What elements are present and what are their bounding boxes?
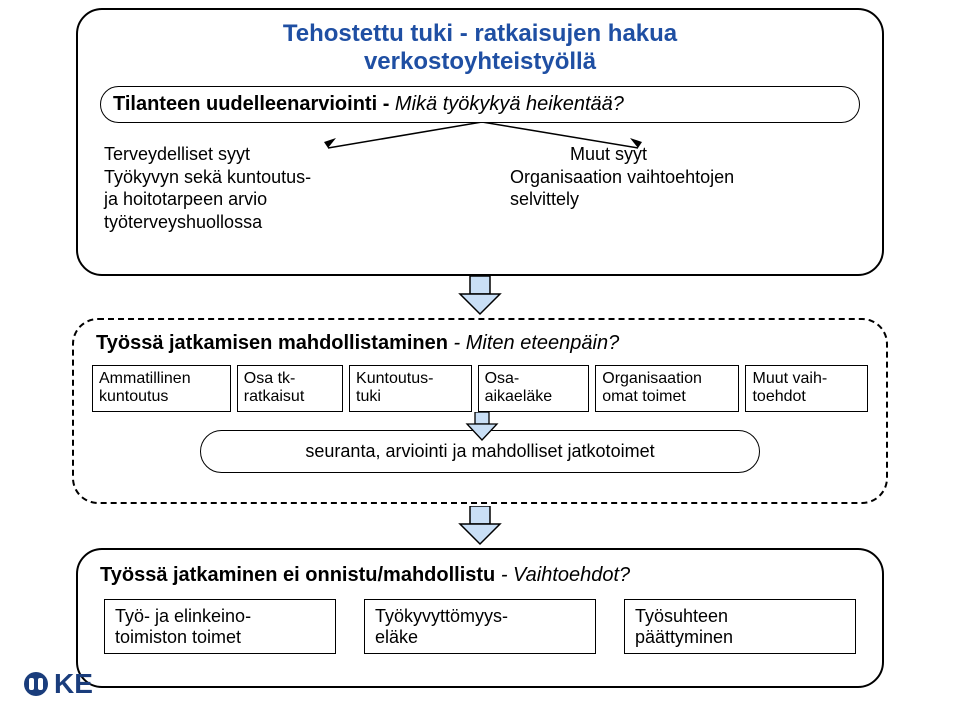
opt-osa-tk-ratkaisut: Osa tk- ratkaisut bbox=[237, 365, 343, 412]
opt-text: omat toimet bbox=[602, 388, 732, 406]
panel2-heading-bold: Työssä jatkamisen mahdollistaminen bbox=[96, 332, 448, 354]
logo-text: KE bbox=[54, 668, 93, 700]
alt-tyokyvyttomyyselake: Työkyvyttömyys- eläke bbox=[364, 599, 596, 654]
opt-text: Organisaation bbox=[602, 370, 732, 388]
arrow-down-small bbox=[462, 412, 502, 442]
opt-text: eläke bbox=[375, 627, 585, 648]
panel1-left-l2: Työkyvyn sekä kuntoutus- bbox=[104, 166, 450, 189]
opt-text: toimiston toimet bbox=[115, 627, 325, 648]
panel2-heading: Työssä jatkamisen mahdollistaminen - Mit… bbox=[74, 332, 886, 365]
panel1-subtitle-italic: Mikä työkykyä heikentää? bbox=[395, 93, 624, 115]
branch-lines bbox=[78, 122, 886, 154]
panel-alternatives: Työssä jatkaminen ei onnistu/mahdollistu… bbox=[76, 548, 884, 688]
panel1-right-l3: selvittely bbox=[510, 188, 856, 211]
panel3-options-row: Työ- ja elinkeino- toimiston toimet Työk… bbox=[78, 599, 882, 654]
panel2-options-row: Ammatillinen kuntoutus Osa tk- ratkaisut… bbox=[74, 365, 886, 412]
panel1-right-col: Muut syyt Organisaation vaihtoehtojen se… bbox=[450, 143, 856, 233]
opt-text: Ammatillinen bbox=[99, 370, 224, 388]
opt-organisaation-toimet: Organisaation omat toimet bbox=[595, 365, 739, 412]
panel1-left-col: Terveydelliset syyt Työkyvyn sekä kuntou… bbox=[104, 143, 450, 233]
arrow-down-1 bbox=[454, 276, 506, 316]
panel-intensified-support: Tehostettu tuki - ratkaisujen hakua verk… bbox=[76, 8, 884, 276]
opt-text: ratkaisut bbox=[244, 388, 336, 406]
opt-kuntoutustuki: Kuntoutus- tuki bbox=[349, 365, 472, 412]
panel3-heading: Työssä jatkaminen ei onnistu/mahdollistu… bbox=[78, 564, 882, 599]
logo-mark-icon bbox=[24, 672, 48, 696]
alt-tyosuhteen-paattyminen: Työsuhteen päättyminen bbox=[624, 599, 856, 654]
alt-te-toimisto: Työ- ja elinkeino- toimiston toimet bbox=[104, 599, 336, 654]
logo-fragment: KE bbox=[24, 668, 93, 700]
panel3-heading-italic: - Vaihtoehdot? bbox=[501, 564, 630, 586]
opt-ammatillinen-kuntoutus: Ammatillinen kuntoutus bbox=[92, 365, 231, 412]
panel1-title-line2: verkostoyhteistyöllä bbox=[78, 48, 882, 76]
opt-osa-aikaelake: Osa- aikaeläke bbox=[478, 365, 590, 412]
panel2-heading-italic: - Miten eteenpäin? bbox=[448, 332, 619, 354]
opt-text: Osa tk- bbox=[244, 370, 336, 388]
arrow-down-2 bbox=[454, 506, 506, 546]
opt-text: kuntoutus bbox=[99, 388, 224, 406]
panel1-left-l3: ja hoitotarpeen arvio bbox=[104, 188, 450, 211]
panel1-subtitle-bold: Tilanteen uudelleenarviointi - bbox=[113, 93, 395, 115]
panel1-title-line1: Tehostettu tuki - ratkaisujen hakua bbox=[78, 20, 882, 48]
panel3-heading-bold: Työssä jatkaminen ei onnistu/mahdollistu bbox=[100, 564, 501, 586]
opt-text: Työ- ja elinkeino- bbox=[115, 606, 325, 627]
opt-muut-vaihtoehdot: Muut vaih- toehdot bbox=[745, 365, 868, 412]
opt-text: aikaeläke bbox=[485, 388, 583, 406]
opt-text: Muut vaih- bbox=[752, 370, 861, 388]
panel-continue-work: Työssä jatkamisen mahdollistaminen - Mit… bbox=[72, 318, 888, 504]
opt-text: toehdot bbox=[752, 388, 861, 406]
opt-text: päättyminen bbox=[635, 627, 845, 648]
opt-text: Työkyvyttömyys- bbox=[375, 606, 585, 627]
opt-text: Osa- bbox=[485, 370, 583, 388]
panel1-subtitle-pill: Tilanteen uudelleenarviointi - Mikä työk… bbox=[100, 86, 860, 123]
opt-text: tuki bbox=[356, 388, 465, 406]
panel1-left-l4: työterveyshuollossa bbox=[104, 211, 450, 234]
panel1-right-l2: Organisaation vaihtoehtojen bbox=[510, 166, 856, 189]
opt-text: Työsuhteen bbox=[635, 606, 845, 627]
opt-text: Kuntoutus- bbox=[356, 370, 465, 388]
